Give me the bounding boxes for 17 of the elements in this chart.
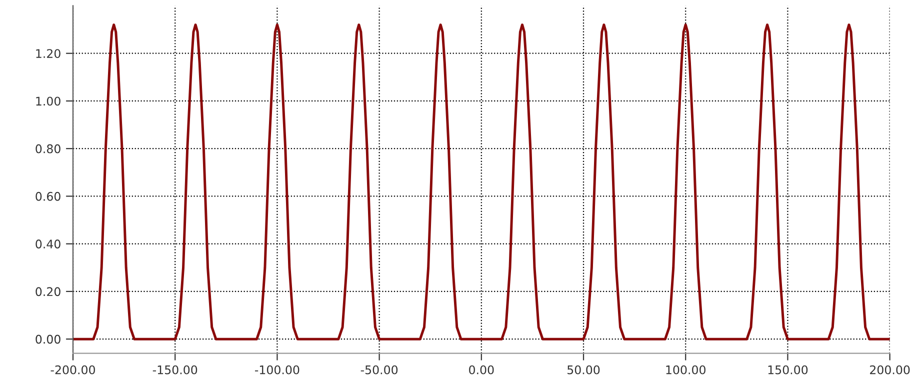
y-tick-label: 0.00 — [36, 334, 60, 344]
line-series — [72, 24, 890, 340]
x-tick-label: 50.00 — [568, 365, 600, 374]
x-tick-label: -150.00 — [152, 365, 198, 374]
x-tick-label: -50.00 — [360, 365, 398, 374]
y-tick-label: 0.40 — [36, 240, 60, 248]
y-tick-label: 0.60 — [36, 192, 60, 201]
x-tick-label: 0.00 — [469, 365, 494, 374]
y-tick-label: 0.80 — [36, 144, 60, 154]
x-tick-label: 200.00 — [870, 365, 910, 374]
y-tick-label: 1.00 — [36, 96, 60, 106]
x-tick-label: -200.00 — [50, 365, 95, 374]
x-tick-label: -100.00 — [254, 365, 300, 374]
x-tick-label: 150.00 — [768, 365, 808, 374]
y-tick-label: 1.20 — [36, 49, 60, 58]
x-tick-label: 100.00 — [666, 365, 706, 374]
y-tick-label: 0.20 — [36, 287, 60, 296]
